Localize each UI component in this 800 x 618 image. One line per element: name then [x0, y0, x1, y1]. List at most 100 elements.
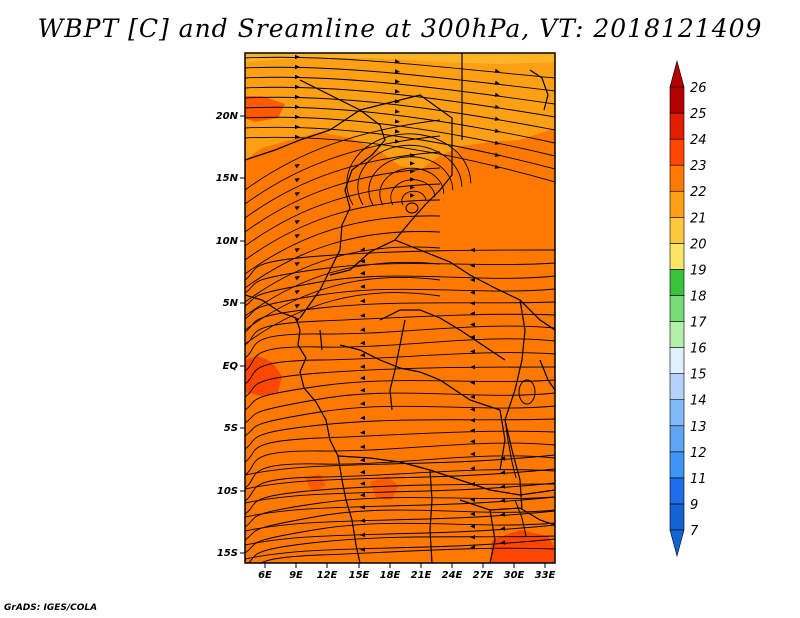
- streamline-arrow: [394, 89, 400, 94]
- colorbar-label: 19: [690, 263, 707, 278]
- streamline-arrow: [470, 301, 475, 306]
- map-panel: [245, 53, 555, 563]
- streamline-arrow: [360, 532, 366, 538]
- streamline-arrow: [494, 128, 500, 133]
- colorbar-segment: [669, 112, 685, 140]
- colorbar-segment: [669, 451, 685, 479]
- streamline: [245, 292, 441, 345]
- streamline: [245, 509, 555, 541]
- streamline-arrow: [360, 284, 366, 289]
- streamline-arrow: [410, 161, 415, 166]
- streamline-arrow: [500, 512, 506, 517]
- streamline-arrow: [295, 84, 300, 90]
- streamline: [245, 288, 555, 320]
- colorbar-label: 16: [690, 342, 707, 357]
- streamline: [245, 496, 555, 528]
- colorbar-segment: [669, 138, 685, 166]
- colorbar-label: 22: [690, 185, 707, 200]
- streamline: [245, 116, 555, 157]
- streamline-arrow: [394, 99, 400, 104]
- wbpt-field-warm-patch-se: [490, 530, 555, 563]
- lon-label-33e: 33E: [535, 570, 556, 581]
- streamline: [245, 418, 555, 450]
- streamline-arrow: [294, 192, 300, 197]
- streamline: [245, 106, 555, 144]
- colorbar-segment: [669, 164, 685, 192]
- streamline-arrow: [494, 68, 500, 73]
- streamline-arrow: [394, 109, 400, 114]
- streamline: [245, 313, 555, 346]
- streamline: [245, 262, 555, 294]
- colorbar-segment: [669, 347, 685, 374]
- longitude-axis: 6E 9E 12E 15E 18E 21E 24E 27E 30E 33E: [258, 563, 556, 581]
- streamline-arrow: [360, 481, 366, 486]
- streamline: [245, 199, 441, 261]
- streamline-arrow: [360, 430, 366, 435]
- streamline-arrow: [394, 119, 400, 124]
- streamline-arrow: [360, 247, 366, 252]
- streamline-arrow: [295, 94, 300, 100]
- streamline-arrow: [470, 466, 475, 471]
- streamline-arrow: [394, 79, 400, 84]
- streamline-arrow: [470, 364, 475, 370]
- colorbar-segment: [669, 243, 685, 270]
- streamline-arrow: [394, 59, 400, 64]
- streamline-arrow: [360, 271, 366, 276]
- streamline-arrow: [360, 340, 366, 346]
- credit-text: GrADS: IGES/COLA: [4, 603, 98, 613]
- streamline: [245, 430, 555, 463]
- streamline-arrow: [360, 444, 366, 449]
- streamline-arrow: [470, 349, 475, 354]
- colorbar-segment: [669, 321, 685, 348]
- lat-label-10s: 10S: [217, 486, 238, 497]
- streamline: [245, 366, 555, 398]
- colorbar-label: 23: [690, 159, 707, 174]
- streamline-arrow: [410, 193, 415, 198]
- colorbar-label: 26: [690, 81, 707, 96]
- streamline-arrow: [294, 248, 300, 253]
- streamline-arrow: [360, 457, 366, 463]
- streamline-arrow: [470, 334, 475, 340]
- streamline-arrow: [500, 484, 506, 489]
- streamline-arrow: [470, 439, 475, 444]
- colorbar-bottom-arrow: [669, 529, 685, 558]
- streamline-arrow: [470, 290, 475, 295]
- streamline-arrow: [394, 139, 400, 144]
- lon-label-12e: 12E: [317, 570, 338, 581]
- streamline: [245, 352, 555, 385]
- streamline: [245, 56, 555, 79]
- colorbar-segment: [669, 503, 685, 531]
- streamline: [245, 126, 555, 170]
- streamline-arrow: [394, 69, 400, 74]
- streamline: [379, 167, 445, 206]
- lat-label-eq: EQ: [223, 361, 239, 372]
- colorbar-label: 20: [690, 237, 707, 252]
- streamline-arrow: [294, 290, 300, 295]
- streamline: [245, 215, 441, 275]
- lon-label-27e: 27E: [473, 570, 494, 581]
- streamline-arrow: [294, 220, 300, 225]
- streamline: [245, 183, 441, 247]
- streamline: [245, 249, 555, 281]
- colorbar-label: 25: [690, 107, 707, 122]
- streamline: [245, 338, 555, 372]
- streamline: [245, 483, 555, 515]
- streamline: [245, 231, 441, 289]
- streamline: [245, 325, 555, 359]
- colorbar-top-arrow: [669, 59, 685, 88]
- lat-label-20n: 20N: [216, 111, 239, 122]
- streamline: [346, 133, 472, 206]
- colorbar-label: 12: [690, 446, 707, 461]
- streamline: [368, 156, 454, 206]
- streamline-arrow: [470, 497, 475, 502]
- streamline-arrow: [295, 124, 300, 130]
- lat-label-5n: 5N: [223, 298, 239, 309]
- streamline-arrow: [470, 428, 475, 433]
- streamline: [245, 469, 555, 502]
- streamline-arrow: [360, 313, 366, 318]
- streamline-arrow: [360, 492, 366, 498]
- streamline-arrow: [494, 164, 500, 169]
- wbpt-field-warm-patch-nw: [245, 96, 285, 122]
- streamline-arrow: [295, 114, 300, 120]
